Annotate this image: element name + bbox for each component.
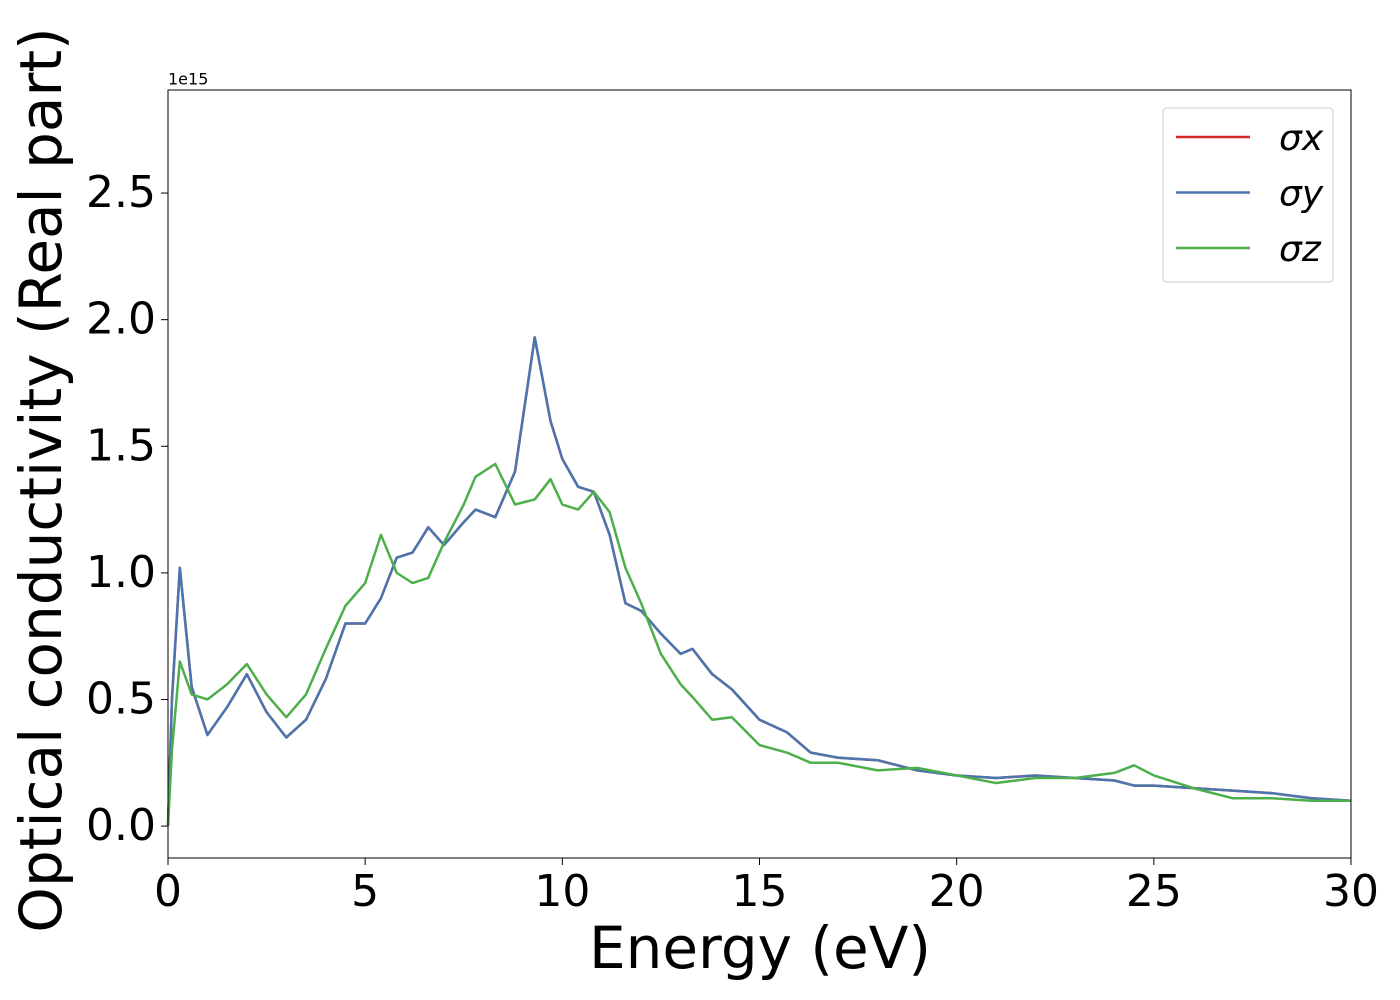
legend-label: σx [1279,118,1324,159]
x-tick-label: 10 [534,866,590,917]
legend-box [1162,107,1334,283]
y-tick-label: 1.0 [86,547,156,598]
y-tick-label: 1.5 [86,420,156,471]
x-tick-label: 25 [1126,866,1182,917]
x-axis-label: Energy (eV) [589,914,931,982]
y-tick-label: 2.0 [86,294,156,345]
y-axis-label: Optical conductivity (Real part) [7,27,75,932]
y-tick-label: 0.0 [86,800,156,851]
legend-label: σz [1279,229,1322,270]
x-tick-label: 0 [154,866,182,917]
y-tick-label: 2.5 [86,167,156,218]
series-line [166,462,1351,827]
legend-label: σy [1279,174,1324,215]
y-tick-label: 0.5 [86,673,156,724]
x-tick-label: 30 [1323,866,1379,917]
y-offset-label: 1e15 [168,70,208,89]
x-tick-label: 20 [929,866,985,917]
x-tick-label: 15 [732,866,788,917]
plot-frame [167,89,1352,859]
x-tick-label: 5 [351,866,379,917]
